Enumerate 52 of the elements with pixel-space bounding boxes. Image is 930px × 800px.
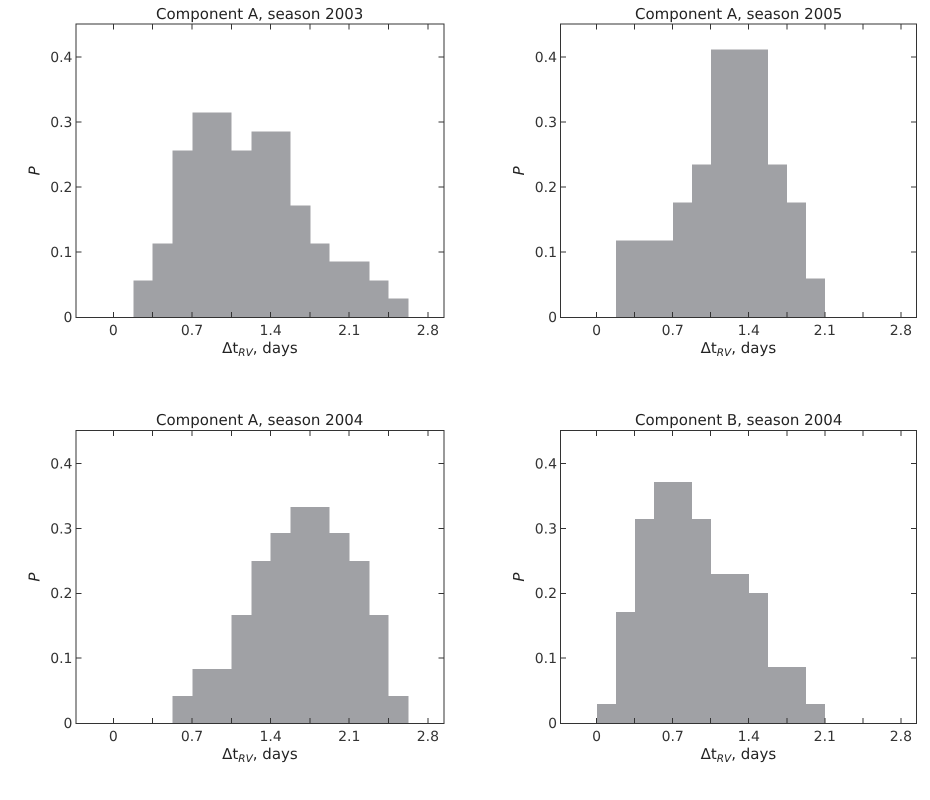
- x-tick-label: 0: [108, 728, 118, 745]
- chart-title: Component A, season 2003: [156, 5, 364, 23]
- chart-title: Component A, season 2004: [156, 411, 364, 429]
- x-tick-label: 0: [108, 322, 118, 339]
- chart-title: Component A, season 2005: [635, 5, 842, 23]
- x-tick-label: 1.4: [259, 322, 282, 339]
- y-tick-label: 0.4: [50, 456, 73, 472]
- x-axis-title: Δt$_{RV}$, days: [222, 338, 298, 360]
- x-tick-label: 1.4: [738, 728, 760, 745]
- x-tick-label: 2.8: [890, 728, 912, 745]
- y-axis-title: P: [510, 572, 528, 582]
- x-tick-label: 0.7: [180, 728, 204, 745]
- y-tick-label: 0.4: [534, 456, 558, 472]
- y-tick-label: 0: [64, 310, 72, 326]
- y-tick-label: 0: [548, 310, 557, 326]
- x-tick-label: 2.1: [814, 728, 836, 745]
- y-tick-label: 0.1: [534, 651, 557, 668]
- x-axis-title: Δt$_{RV}$, days: [700, 338, 776, 360]
- y-tick-label: 0.3: [534, 521, 557, 538]
- y-tick-label: 0.3: [50, 521, 72, 538]
- y-tick-label: 0.1: [50, 245, 72, 262]
- x-tick-label: 0.7: [662, 322, 684, 339]
- chart-title: Component B, season 2004: [635, 411, 842, 429]
- x-axis-title: Δt$_{RV}$, days: [700, 744, 776, 765]
- x-tick-label: 0.7: [662, 728, 684, 745]
- y-tick-label: 0.1: [534, 245, 557, 262]
- y-tick-label: 0.2: [50, 586, 72, 602]
- x-tick-label: 0: [592, 728, 602, 745]
- x-tick-label: 0: [592, 322, 602, 339]
- x-tick-label: 2.8: [416, 322, 440, 339]
- x-tick-label: 2.1: [814, 322, 836, 339]
- y-tick-label: 0.3: [50, 114, 72, 131]
- y-tick-label: 0.2: [534, 586, 557, 602]
- y-tick-label: 0.2: [534, 180, 557, 196]
- y-tick-label: 0.1: [50, 651, 72, 668]
- x-tick-label: 1.4: [738, 322, 760, 339]
- y-axis-title: P: [25, 572, 44, 582]
- y-tick-label: 0.4: [534, 50, 558, 66]
- x-axis-title: Δt$_{RV}$, days: [222, 744, 298, 765]
- x-tick-label: 2.8: [890, 322, 912, 339]
- x-tick-label: 2.1: [338, 322, 360, 339]
- x-tick-label: 2.1: [338, 728, 360, 745]
- x-tick-label: 1.4: [259, 728, 282, 745]
- y-tick-label: 0: [548, 716, 557, 732]
- x-tick-label: 2.8: [416, 728, 440, 745]
- y-tick-label: 0: [64, 716, 72, 732]
- x-tick-label: 0.7: [180, 322, 204, 339]
- y-tick-label: 0.2: [50, 180, 72, 196]
- y-tick-label: 0.3: [534, 114, 557, 131]
- y-tick-label: 0.4: [50, 50, 73, 66]
- y-axis-title: P: [510, 165, 528, 176]
- y-axis-title: P: [25, 165, 44, 176]
